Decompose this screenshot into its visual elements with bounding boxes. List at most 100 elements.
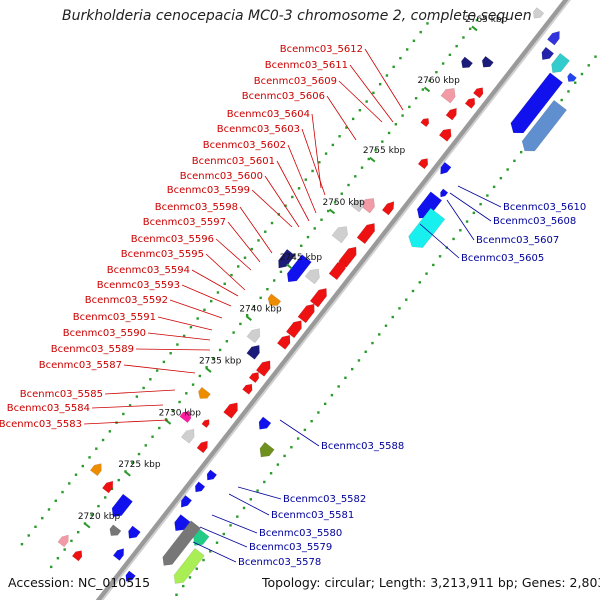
gene-feature — [181, 428, 195, 444]
gene-feature — [259, 441, 275, 458]
gene-label: Bcenmc03_5580 — [259, 528, 342, 539]
track-dot — [567, 90, 570, 93]
track-dot — [218, 348, 222, 352]
gene-feature — [328, 260, 346, 281]
gene-arrow — [464, 97, 476, 109]
track-dot — [387, 131, 391, 135]
gene-feature — [198, 386, 211, 399]
gene-feature — [255, 360, 271, 377]
kbp-tick — [471, 25, 478, 32]
gene-feature — [125, 570, 136, 582]
track-dot — [252, 305, 256, 308]
gene-feature — [57, 534, 69, 548]
track-dot — [421, 88, 425, 91]
callout-line — [419, 223, 460, 259]
gene-features — [57, 7, 577, 584]
track-dot — [232, 331, 235, 334]
track-dot — [574, 81, 577, 84]
track-dot — [104, 496, 107, 499]
gene-arrow — [128, 525, 141, 539]
gene-arrow — [567, 72, 577, 82]
track-dot — [432, 263, 435, 267]
callout-line — [279, 419, 320, 447]
track-dot — [149, 378, 152, 381]
track-dot — [101, 438, 105, 442]
gene-feature — [547, 30, 560, 46]
callout-line — [191, 269, 239, 297]
gene-arrow — [381, 201, 395, 216]
track-dot — [56, 557, 60, 560]
track-dot — [34, 525, 37, 529]
track-dot — [264, 230, 267, 233]
track-dot — [338, 135, 341, 138]
kbp-label: 2755 kbp — [363, 146, 406, 156]
gene-arrow — [356, 223, 375, 245]
track-dot — [61, 490, 64, 494]
gene-arrow — [551, 52, 570, 73]
gene-arrow — [521, 99, 567, 152]
track-dot — [587, 64, 590, 67]
track-dot — [455, 44, 458, 48]
track-dot — [374, 149, 377, 152]
track-dot — [144, 444, 147, 447]
gene-arrow — [417, 158, 429, 170]
gene-arrow — [57, 534, 69, 548]
track-dot — [291, 195, 294, 199]
track-dot — [384, 324, 388, 327]
track-dot — [230, 273, 233, 277]
track-dot — [266, 287, 269, 291]
gene-arrow — [297, 303, 315, 324]
gene-feature — [521, 99, 567, 152]
callout-line — [157, 316, 213, 331]
callout-line — [276, 160, 310, 222]
track-dot — [155, 369, 159, 372]
track-dot — [414, 97, 418, 100]
kbp-tick — [245, 315, 252, 321]
track-dot — [399, 56, 402, 60]
track-dot — [95, 447, 98, 450]
gene-feature — [297, 303, 315, 324]
track-dot — [441, 62, 445, 65]
track-dot — [344, 376, 347, 379]
track-dot — [428, 79, 431, 83]
gene-arrow — [248, 372, 260, 384]
gene-feature — [440, 88, 456, 104]
track-dot — [279, 270, 283, 274]
gene-arrow — [259, 441, 275, 458]
track-dot — [263, 480, 266, 484]
kbp-tick — [164, 419, 172, 425]
track-dot — [340, 192, 343, 195]
track-dot — [108, 430, 112, 433]
track-dot — [364, 350, 367, 353]
track-dot — [131, 461, 134, 464]
gene-feature — [440, 188, 449, 198]
track-dot — [76, 530, 80, 534]
track-dot — [408, 105, 411, 109]
track-dot — [196, 317, 199, 320]
gene-feature — [551, 52, 570, 73]
track-dot — [245, 314, 249, 317]
callout-line — [364, 48, 404, 111]
track-dot — [378, 333, 381, 336]
track-dot — [215, 541, 219, 544]
track-dot — [331, 143, 335, 147]
gene-arrow — [440, 188, 449, 198]
gene-label: Bcenmc03_5587 — [39, 360, 122, 371]
track-dot — [327, 209, 330, 213]
gene-label: Bcenmc03_5588 — [321, 441, 404, 452]
backbone-line — [95, 0, 570, 600]
gene-arrow — [102, 480, 114, 494]
gene-feature — [408, 207, 446, 248]
gene-arrow — [440, 161, 452, 175]
track-dot — [347, 183, 350, 187]
track-dot — [426, 22, 429, 25]
track-dot — [110, 487, 114, 490]
track-dot — [297, 187, 301, 190]
callout-line — [199, 526, 248, 548]
track-dot — [405, 298, 408, 301]
track-dot — [209, 299, 213, 303]
track-dot — [513, 159, 516, 163]
gene-feature — [246, 344, 260, 360]
track-dot — [169, 352, 172, 355]
